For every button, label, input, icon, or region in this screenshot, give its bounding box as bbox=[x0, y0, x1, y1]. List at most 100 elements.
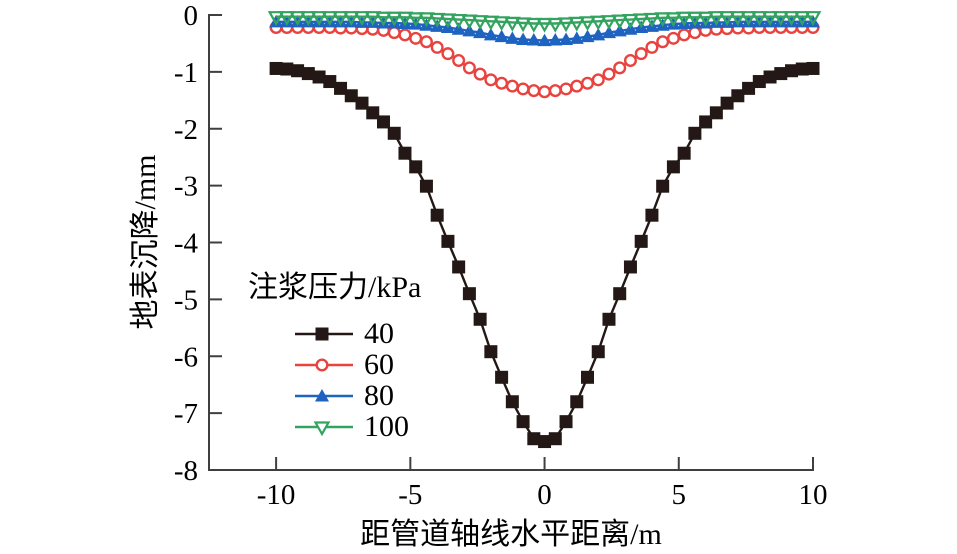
marker bbox=[505, 31, 520, 44]
marker bbox=[785, 64, 799, 78]
marker bbox=[750, 11, 768, 26]
marker bbox=[612, 23, 627, 37]
y-tick-label: -2 bbox=[174, 114, 198, 146]
marker bbox=[761, 11, 779, 26]
marker bbox=[290, 14, 305, 28]
y-axis-title: 地表沉降/mm bbox=[129, 154, 162, 330]
marker bbox=[333, 14, 348, 28]
legend-item-80: 80 bbox=[295, 380, 421, 411]
marker bbox=[483, 27, 498, 41]
marker bbox=[344, 14, 359, 28]
marker bbox=[462, 61, 476, 75]
marker bbox=[279, 14, 294, 28]
marker bbox=[334, 81, 348, 95]
marker bbox=[428, 12, 446, 28]
marker bbox=[688, 126, 702, 140]
marker bbox=[613, 287, 627, 301]
marker bbox=[344, 89, 358, 103]
marker bbox=[665, 12, 682, 28]
marker bbox=[656, 179, 670, 193]
marker bbox=[313, 420, 331, 436]
y-tick-label: -8 bbox=[174, 455, 198, 487]
marker bbox=[409, 31, 423, 45]
marker bbox=[299, 11, 317, 26]
marker bbox=[546, 17, 564, 33]
marker bbox=[353, 11, 371, 26]
marker bbox=[471, 15, 489, 30]
marker bbox=[548, 33, 563, 46]
marker bbox=[495, 76, 509, 90]
marker bbox=[570, 395, 584, 409]
y-tick-label: -6 bbox=[174, 341, 198, 373]
marker bbox=[654, 12, 672, 28]
marker bbox=[707, 11, 725, 26]
marker bbox=[548, 84, 562, 98]
marker bbox=[315, 327, 329, 340]
marker bbox=[666, 160, 680, 174]
marker bbox=[806, 14, 820, 28]
marker bbox=[312, 70, 326, 84]
marker bbox=[611, 14, 629, 30]
marker bbox=[804, 11, 822, 26]
marker bbox=[538, 435, 552, 449]
marker bbox=[559, 82, 573, 96]
marker bbox=[568, 16, 586, 32]
marker bbox=[591, 27, 606, 41]
marker bbox=[580, 29, 595, 43]
marker bbox=[569, 31, 584, 44]
marker bbox=[495, 370, 509, 384]
marker bbox=[793, 11, 811, 26]
marker bbox=[484, 73, 498, 87]
marker bbox=[387, 126, 401, 140]
series-40 bbox=[269, 61, 820, 449]
marker bbox=[332, 11, 349, 26]
marker bbox=[321, 11, 339, 26]
series-80-markers bbox=[269, 14, 820, 47]
marker bbox=[450, 13, 468, 29]
y-tick-label: -7 bbox=[174, 398, 198, 430]
marker bbox=[772, 11, 790, 26]
marker bbox=[310, 11, 328, 26]
marker bbox=[774, 67, 788, 81]
marker bbox=[396, 11, 414, 27]
marker bbox=[602, 67, 616, 81]
marker bbox=[675, 11, 693, 27]
marker bbox=[269, 61, 283, 75]
marker bbox=[503, 16, 521, 32]
marker bbox=[784, 14, 799, 28]
y-tick-label: -4 bbox=[174, 228, 199, 260]
marker bbox=[570, 79, 584, 93]
marker bbox=[516, 32, 531, 45]
marker bbox=[355, 96, 369, 110]
marker bbox=[525, 17, 543, 33]
marker bbox=[559, 415, 573, 429]
marker bbox=[677, 28, 691, 42]
marker bbox=[387, 26, 401, 40]
marker bbox=[729, 11, 747, 26]
marker bbox=[763, 14, 778, 28]
x-tick-label: 5 bbox=[672, 479, 687, 511]
legend-item-100: 100 bbox=[295, 411, 421, 442]
x-tick-label: 0 bbox=[537, 479, 552, 511]
marker bbox=[441, 47, 455, 61]
marker bbox=[505, 79, 519, 93]
series-100 bbox=[267, 11, 822, 33]
series-60 bbox=[269, 21, 820, 99]
marker bbox=[697, 11, 715, 27]
marker bbox=[581, 370, 595, 384]
y-tick-label: -3 bbox=[174, 171, 198, 203]
marker bbox=[709, 106, 723, 120]
marker bbox=[473, 67, 487, 81]
y-tick-label: -5 bbox=[174, 284, 198, 316]
marker bbox=[430, 40, 444, 54]
marker bbox=[364, 11, 382, 26]
x-tick-label: -5 bbox=[398, 479, 422, 511]
marker bbox=[419, 35, 433, 49]
marker bbox=[634, 47, 648, 61]
marker bbox=[686, 11, 704, 27]
legend-label-40: 40 bbox=[364, 317, 394, 350]
marker bbox=[731, 89, 745, 103]
marker bbox=[516, 82, 530, 96]
marker bbox=[280, 62, 294, 76]
